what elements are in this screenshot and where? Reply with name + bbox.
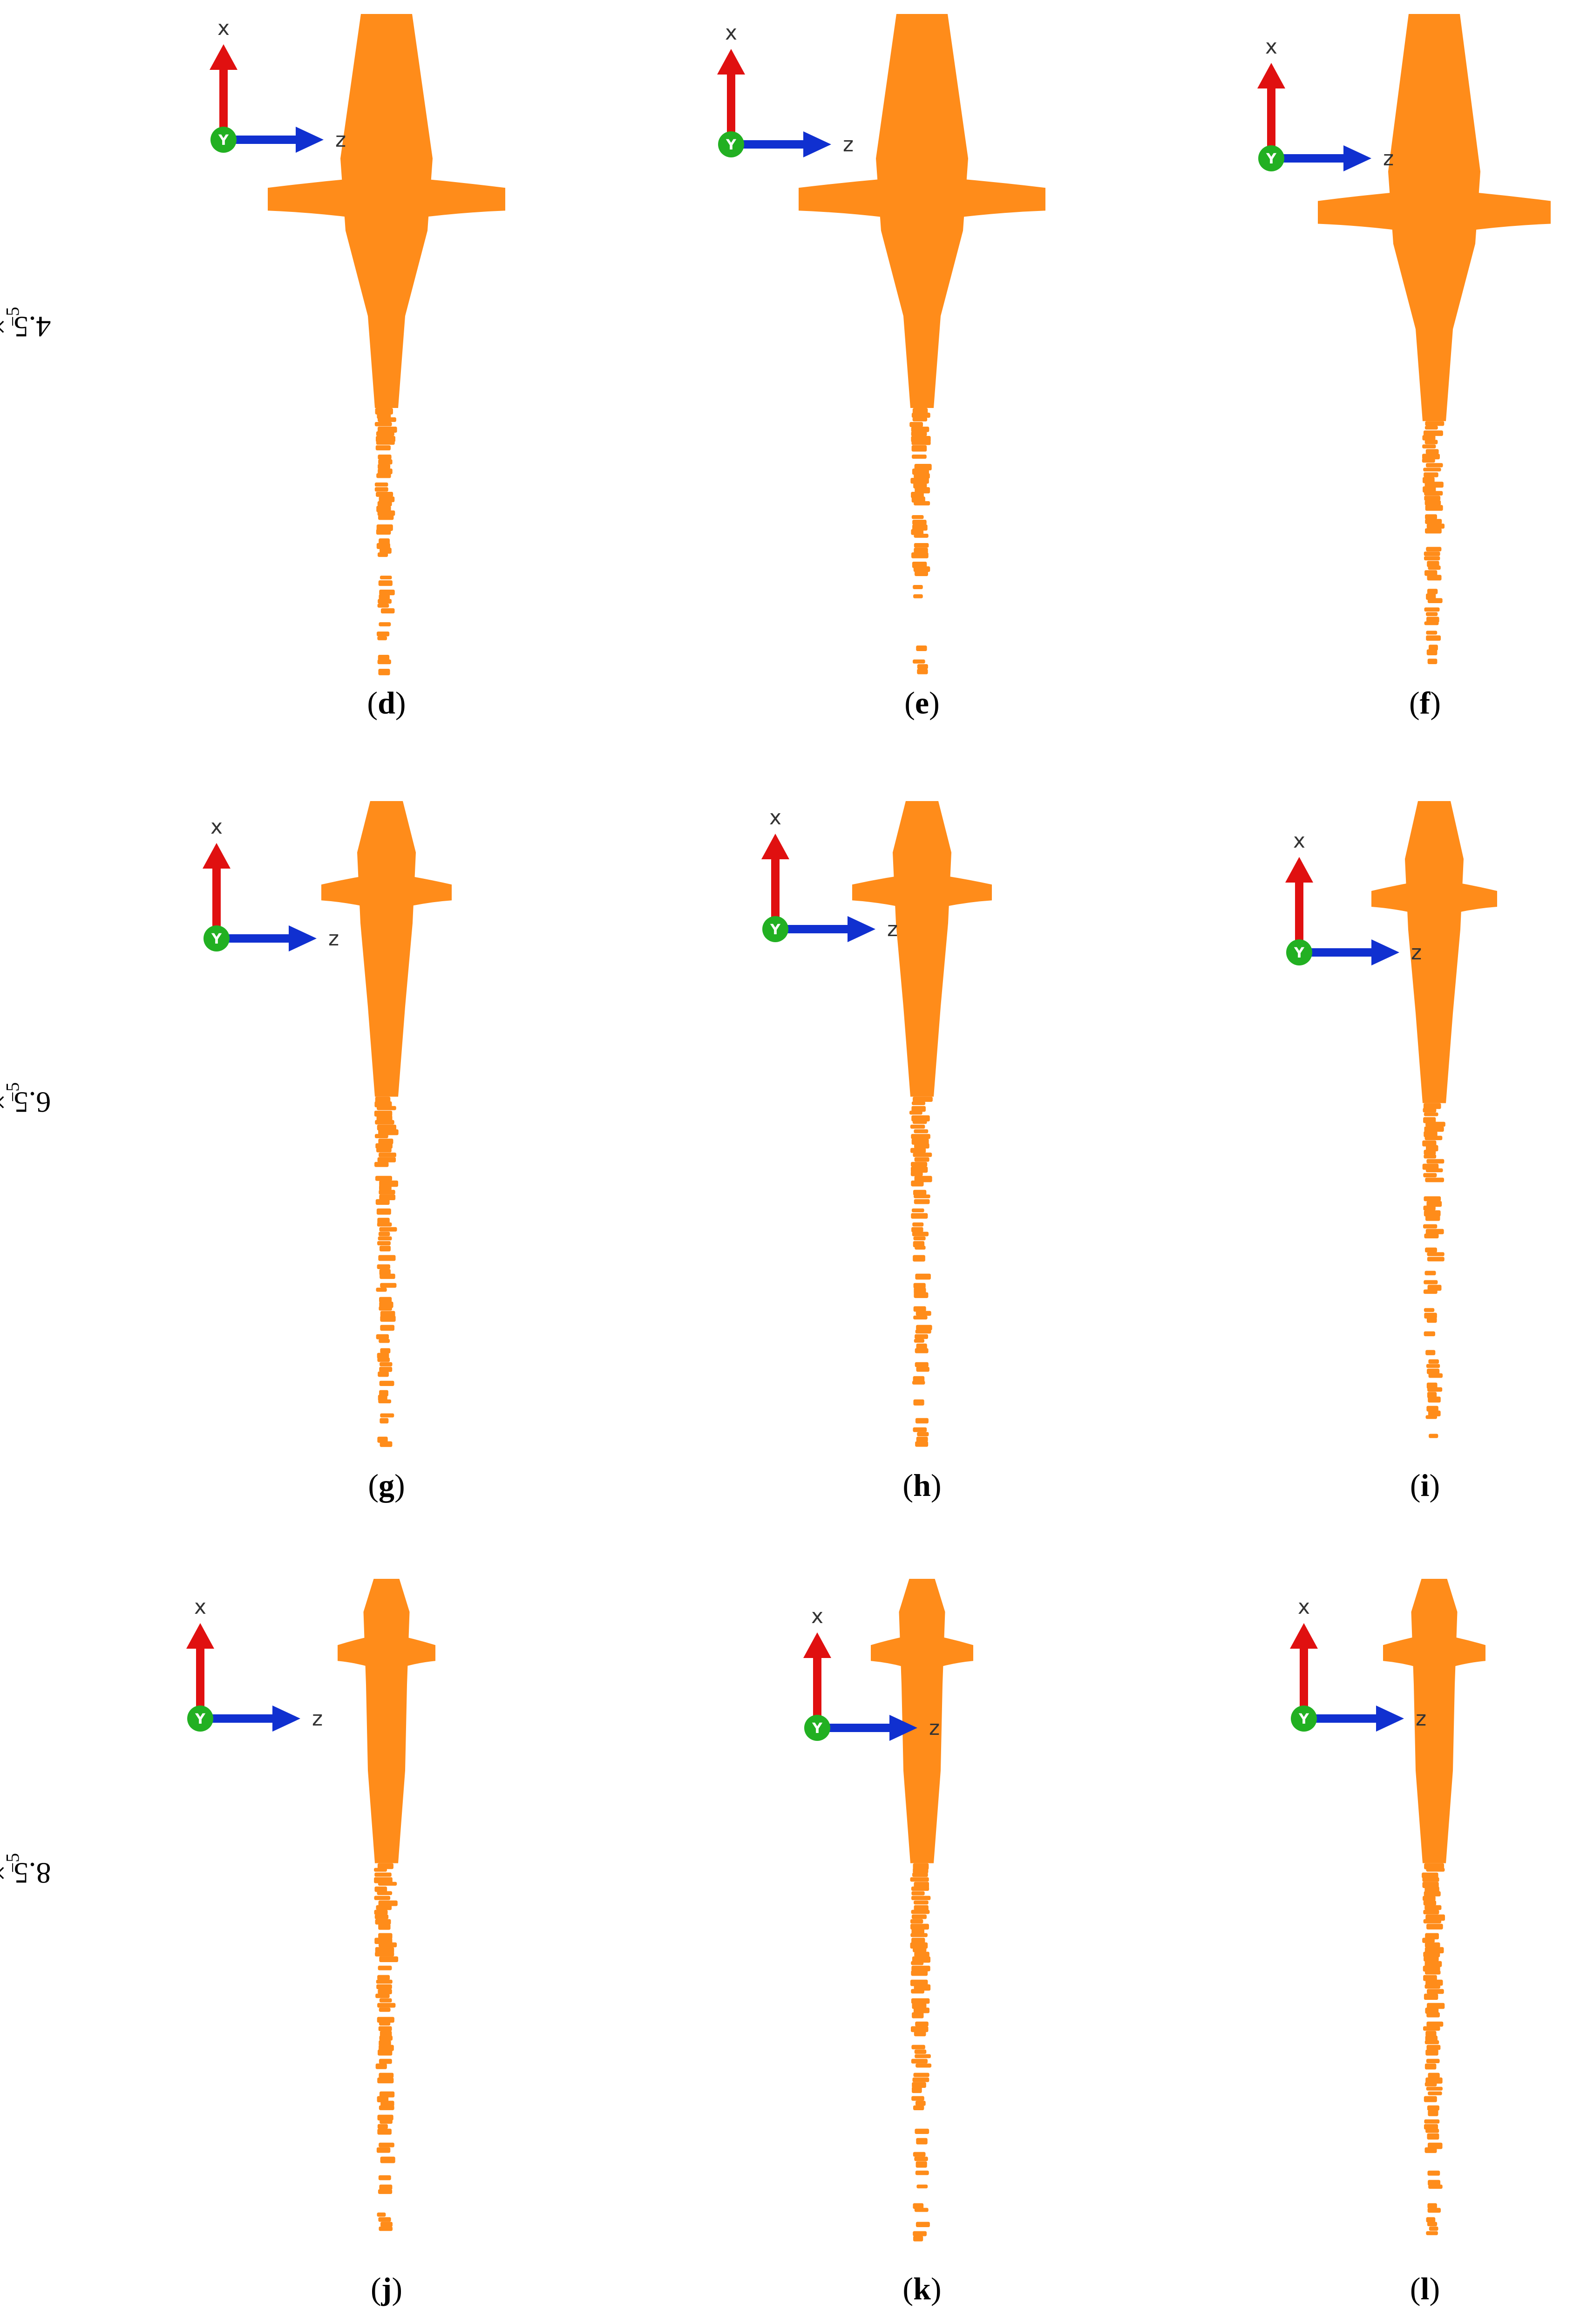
caption-j: (j) — [371, 2271, 402, 2306]
caption-letter: e — [915, 685, 929, 720]
z-axis-label: z — [1416, 1707, 1426, 1731]
caption-letter: d — [378, 685, 395, 720]
y-axis-dot — [804, 1715, 830, 1741]
y-axis-label: Y — [1266, 151, 1277, 167]
caption-d: (d) — [367, 685, 406, 720]
y-axis-dot — [210, 127, 237, 153]
cloud-tail-g — [374, 1096, 399, 1447]
y-axis-dot — [1291, 1706, 1317, 1732]
x-axis-label: x — [217, 16, 230, 40]
cloud-tail-e — [909, 408, 932, 674]
caption-letter: g — [379, 1468, 394, 1503]
x-axis-label: x — [1298, 1595, 1310, 1619]
z-axis-label: z — [312, 1707, 323, 1731]
y-axis-label: Y — [812, 1720, 823, 1737]
cloud-arms-g — [321, 872, 452, 912]
x-axis-label: x — [1293, 829, 1305, 853]
cloud-tail-l — [1422, 1863, 1445, 2236]
cloud-tail-k — [910, 1863, 932, 2242]
caption-i: (i) — [1410, 1468, 1440, 1503]
cloud-tail-i — [1422, 1103, 1445, 1438]
y-axis-label: Y — [1294, 945, 1305, 961]
x-axis-label: x — [725, 21, 737, 45]
z-axis-label: z — [1411, 941, 1422, 965]
z-axis-label: z — [887, 917, 898, 941]
y-axis-label: Y — [195, 1711, 206, 1727]
x-axis-label: x — [1265, 35, 1277, 59]
cloud-arms-i — [1371, 879, 1497, 918]
caption-letter: f — [1419, 685, 1431, 720]
x-axis-label: x — [194, 1595, 206, 1619]
y-axis-label: Y — [1298, 1711, 1309, 1727]
z-axis-label: z — [843, 133, 854, 156]
y-axis-label: Y — [211, 931, 222, 947]
cloud-arms-j — [338, 1633, 435, 1673]
y-axis-dot — [187, 1706, 213, 1732]
y-axis-dot — [203, 925, 230, 951]
y-axis-label: Y — [218, 132, 229, 149]
caption-letter: h — [913, 1468, 931, 1503]
cloud-arms-l — [1383, 1633, 1485, 1673]
z-axis-label: z — [929, 1716, 940, 1740]
z-axis-label: z — [328, 927, 339, 951]
caption-letter: l — [1420, 2271, 1430, 2306]
z-axis-label: z — [1383, 147, 1394, 170]
x-axis-label: x — [811, 1604, 823, 1628]
cloud-arms-f — [1318, 189, 1551, 236]
y-axis-dot — [718, 131, 744, 157]
x-axis-label: x — [210, 815, 223, 839]
y-axis-label: Y — [770, 922, 781, 938]
cloud-arms-k — [871, 1633, 973, 1673]
cloud-tail-d — [374, 408, 397, 675]
caption-letter: k — [913, 2271, 931, 2306]
cloud-arms-h — [852, 872, 992, 912]
z-axis-label: z — [335, 128, 346, 152]
y-axis-dot — [1286, 939, 1312, 965]
cloud-tail-j — [374, 1863, 399, 2231]
cloud-tail-h — [909, 1096, 933, 1447]
caption-g: (g) — [368, 1468, 405, 1503]
caption-letter: j — [381, 2271, 392, 2306]
y-axis-label: Y — [726, 137, 737, 153]
y-axis-dot — [762, 916, 788, 942]
cloud-arms-e — [799, 176, 1045, 223]
caption-f: (f) — [1409, 685, 1441, 720]
cloud-tail-f — [1422, 421, 1445, 664]
cloud-body-i — [1405, 801, 1464, 1103]
x-axis-label: x — [769, 806, 781, 829]
caption-e: (e) — [904, 685, 940, 720]
caption-l: (l) — [1410, 2271, 1440, 2306]
cloud-arms-d — [268, 176, 505, 223]
caption-letter: i — [1420, 1468, 1430, 1503]
y-axis-dot — [1258, 145, 1284, 171]
caption-k: (k) — [902, 2271, 942, 2306]
caption-h: (h) — [902, 1468, 942, 1503]
